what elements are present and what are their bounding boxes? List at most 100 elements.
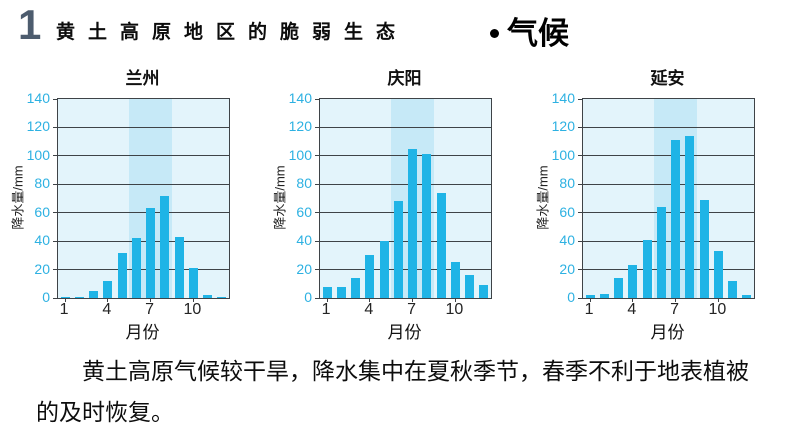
bar	[685, 135, 695, 298]
bar	[699, 199, 709, 298]
plot-area	[315, 98, 492, 302]
y-tick-label: 140	[26, 90, 50, 106]
bar	[336, 286, 346, 298]
bar	[436, 192, 446, 298]
y-tick-label: 20	[559, 260, 575, 277]
y-tick-label: 140	[288, 90, 312, 106]
chart-title: 兰州	[125, 69, 160, 88]
x-tick-label: 1	[59, 301, 69, 318]
bar	[60, 296, 70, 298]
y-tick-mark	[315, 269, 320, 271]
y-tick-mark	[53, 240, 58, 242]
bar	[642, 239, 652, 298]
bar	[131, 238, 141, 298]
bar	[728, 280, 738, 298]
y-tick-mark	[578, 183, 583, 185]
chart-lanzhou: 兰州 降水量/mm 0 20 40 60 80 100 120 140 1 4 7 10 月份	[10, 60, 231, 345]
gridline	[58, 183, 229, 185]
y-tick-mark	[315, 155, 320, 157]
y-tick-mark	[578, 155, 583, 157]
gridline	[583, 212, 754, 214]
bar	[450, 262, 460, 298]
x-axis-title: 月份	[387, 323, 422, 342]
gridline	[58, 212, 229, 214]
y-tick-mark	[53, 297, 58, 299]
gridline	[320, 155, 491, 157]
y-tick-mark	[53, 269, 58, 271]
x-axis-title: 月份	[125, 323, 160, 342]
y-tick-mark	[315, 212, 320, 214]
bullet-icon	[490, 29, 499, 38]
y-tick-label: 20	[34, 260, 50, 277]
y-tick-mark	[53, 183, 58, 185]
y-tick-labels: 0 20 40 60 80 100 120 140	[551, 90, 579, 305]
y-tick-label: 120	[551, 118, 575, 135]
bar	[203, 295, 213, 298]
y-tick-label: 0	[567, 289, 575, 305]
section-number: 1	[18, 1, 42, 48]
bar	[422, 154, 432, 298]
y-tick-mark	[578, 98, 583, 100]
gridline	[583, 269, 754, 271]
y-tick-mark	[578, 126, 583, 128]
gridline	[320, 269, 491, 271]
x-tick-label: 1	[584, 301, 594, 318]
x-tick-label: 10	[708, 301, 727, 318]
y-tick-label: 100	[551, 146, 575, 163]
bar	[365, 255, 375, 298]
bar	[217, 296, 227, 298]
x-tick-mark	[632, 298, 634, 302]
x-tick-mark	[64, 298, 66, 302]
page-title: 黄土高原地区的脆弱生态	[56, 22, 409, 43]
x-tick-label: 1	[321, 301, 331, 318]
x-tick-label: 7	[407, 301, 417, 318]
x-tick-mark	[589, 298, 591, 302]
bar	[393, 201, 403, 298]
y-tick-mark	[578, 240, 583, 242]
y-tick-mark	[315, 297, 320, 299]
x-tick-labels: 1 4 7 10	[582, 301, 753, 319]
y-tick-label: 40	[559, 232, 575, 249]
y-tick-mark	[53, 155, 58, 157]
bar	[656, 207, 666, 298]
gridline	[320, 183, 491, 185]
x-tick-label: 4	[627, 301, 637, 318]
chart-title: 庆阳	[387, 69, 422, 88]
x-tick-mark	[150, 298, 152, 302]
bar	[117, 252, 127, 298]
bar	[74, 296, 84, 298]
section-label: 气候	[507, 16, 569, 51]
y-tick-labels: 0 20 40 60 80 100 120 140	[288, 90, 316, 305]
y-tick-mark	[315, 240, 320, 242]
y-tick-mark	[53, 126, 58, 128]
y-tick-label: 40	[296, 232, 312, 249]
gridline	[58, 155, 229, 157]
gridline	[583, 240, 754, 242]
y-tick-label: 140	[551, 90, 575, 106]
y-tick-label: 60	[296, 203, 312, 220]
gridline	[320, 212, 491, 214]
bar	[103, 280, 113, 298]
y-tick-label: 0	[42, 289, 50, 305]
y-tick-mark	[578, 269, 583, 271]
y-tick-label: 120	[26, 118, 50, 135]
x-tick-mark	[326, 298, 328, 302]
gridline	[58, 240, 229, 242]
x-tick-mark	[192, 298, 194, 302]
y-tick-mark	[578, 212, 583, 214]
gridline	[58, 269, 229, 271]
bar	[599, 293, 609, 298]
y-tick-label: 80	[296, 175, 312, 192]
bar	[628, 265, 638, 298]
gridline	[583, 155, 754, 157]
bar	[89, 290, 99, 298]
x-tick-labels: 1 4 7 10	[57, 301, 228, 319]
gridline	[320, 126, 491, 128]
y-tick-labels: 0 20 40 60 80 100 120 140	[26, 90, 54, 305]
bar	[742, 295, 752, 298]
x-tick-label: 7	[145, 301, 155, 318]
y-tick-label: 60	[34, 203, 50, 220]
y-tick-label: 0	[304, 289, 312, 305]
bar	[160, 195, 170, 298]
